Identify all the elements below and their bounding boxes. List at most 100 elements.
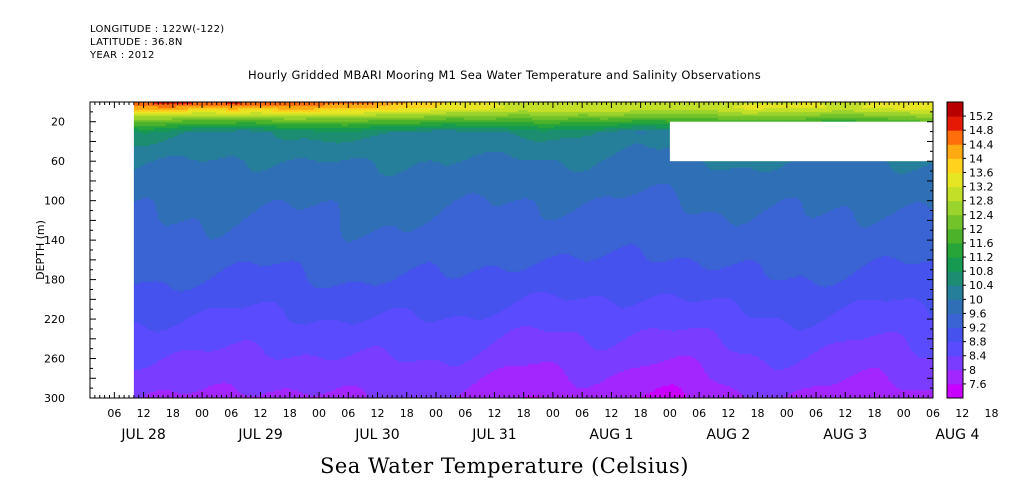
colorbar-label: 9.6 [969, 307, 987, 320]
x-hour-label: 18 [166, 407, 180, 420]
x-hour-label: 06 [575, 407, 589, 420]
latitude-label: LATITUDE : 36.8N [90, 37, 183, 48]
y-tick-label: 140 [44, 234, 65, 247]
y-tick-label: 60 [51, 155, 65, 168]
x-day-label: AUG 1 [589, 427, 633, 443]
x-hour-label: 06 [107, 407, 121, 420]
colorbar-swatch [947, 186, 963, 202]
colorbar-swatch [947, 271, 963, 286]
longitude-label: LONGITUDE : 122W(-122) [90, 24, 225, 35]
missing-data-region [90, 102, 134, 398]
x-axis: 06 12 18 00 06 12 18 00 06 12 18 00 06 12 18 00 06 12 18 00… [89, 102, 998, 443]
y-tick-label: 260 [44, 353, 65, 366]
year-label: YEAR : 2012 [90, 50, 155, 61]
colorbar-label: 11.6 [969, 237, 994, 250]
x-hour-label: 00 [897, 407, 911, 420]
y-tick-label: 300 [44, 392, 65, 405]
x-hour-label: 06 [692, 407, 706, 420]
colorbar-label: 7.6 [969, 378, 987, 391]
colorbar-label: 14 [969, 152, 983, 165]
y-tick-label: 180 [44, 274, 65, 287]
colorbar-swatch [947, 341, 963, 357]
x-hour-label: 18 [868, 407, 882, 420]
colorbar-swatch [947, 285, 963, 300]
colorbar-swatch [947, 369, 963, 385]
colorbar-label: 12.4 [969, 209, 994, 222]
x-hour-label: 12 [137, 407, 151, 420]
missing-data-masks [90, 102, 933, 398]
x-hour-label: 06 [926, 407, 940, 420]
colorbar-label: 12.8 [969, 195, 994, 208]
x-hour-label: 00 [780, 407, 794, 420]
y-axis-label: DEPTH (m) [34, 220, 47, 280]
colorbar-label: 13.2 [969, 181, 994, 194]
colorbar-swatch [947, 313, 963, 329]
colorbar-label: 14.4 [969, 138, 994, 151]
colorbar-label: 14.8 [969, 124, 994, 137]
colorbar-label: 8 [969, 364, 976, 377]
colorbar-label: 10.4 [969, 279, 994, 292]
colorbar-label: 12 [969, 223, 983, 236]
x-hour-label: 18 [751, 407, 765, 420]
y-tick-label: 20 [51, 116, 65, 129]
colorbar-swatch [947, 242, 963, 258]
colorbar-swatch [947, 172, 963, 188]
x-hour-label: 06 [224, 407, 238, 420]
x-hour-label: 18 [400, 407, 414, 420]
colorbar-swatch [947, 102, 963, 117]
colorbar-label: 9.2 [969, 322, 987, 335]
x-day-label: AUG 2 [706, 427, 750, 443]
colorbar-label: 13.6 [969, 166, 994, 179]
colorbar-swatch [947, 116, 963, 131]
colorbar-swatch [947, 327, 963, 343]
colorbar-swatch [947, 257, 963, 272]
colorbar-swatch [947, 228, 963, 244]
colorbar-swatch [947, 130, 963, 145]
chart-title: Hourly Gridded MBARI Mooring M1 Sea Wate… [247, 68, 762, 82]
x-hour-label: 00 [663, 407, 677, 420]
x-hour-label: 18 [634, 407, 648, 420]
colorbar-swatch [947, 355, 963, 371]
colorbar-label: 10.8 [969, 265, 994, 278]
x-hour-label: 00 [546, 407, 560, 420]
colorbar-label: 8.8 [969, 336, 987, 349]
colorbar-swatch [947, 158, 963, 173]
x-day-label: JUL 30 [354, 427, 399, 443]
x-day-label: JUL 29 [237, 427, 282, 443]
colorbar-swatch [947, 383, 963, 399]
x-hour-label: 12 [370, 407, 384, 420]
x-day-label: JUL 31 [471, 427, 516, 443]
x-hour-label: 12 [487, 407, 501, 420]
missing-data-region [669, 121, 933, 162]
x-hour-label: 12 [955, 407, 969, 420]
y-axis: 20 60 100 140 180 220 260 300 [44, 101, 933, 405]
y-tick-label: 220 [44, 313, 65, 326]
x-hour-label: 06 [341, 407, 355, 420]
colorbar: 7.688.48.89.2 9.61010.410.811.211.61212.4… [946, 101, 994, 399]
x-hour-label: 18 [517, 407, 531, 420]
x-day-label: AUG 4 [935, 427, 979, 443]
x-day-label: JUL 28 [120, 427, 165, 443]
x-hour-label: 00 [429, 407, 443, 420]
x-axis-title: Sea Water Temperature (Celsius) [319, 454, 689, 478]
colorbar-swatch [947, 299, 963, 314]
colorbar-label: 15.2 [969, 110, 994, 123]
x-hour-label: 00 [312, 407, 326, 420]
colorbar-swatch [947, 200, 963, 216]
x-hour-label: 12 [254, 407, 268, 420]
x-day-label: AUG 3 [823, 427, 867, 443]
colorbar-label: 8.4 [969, 350, 987, 363]
y-tick-label: 100 [44, 195, 65, 208]
colorbar-label: 11.2 [969, 251, 994, 264]
x-hour-label: 06 [458, 407, 472, 420]
colorbar-swatch [947, 214, 963, 230]
x-hour-label: 12 [721, 407, 735, 420]
x-hour-label: 00 [195, 407, 209, 420]
colorbar-frame [946, 101, 964, 399]
x-hour-label: 06 [809, 407, 823, 420]
x-hour-label: 18 [984, 407, 998, 420]
colorbar-swatch [947, 144, 963, 159]
x-hour-label: 12 [838, 407, 852, 420]
colorbar-label: 10 [969, 293, 983, 306]
